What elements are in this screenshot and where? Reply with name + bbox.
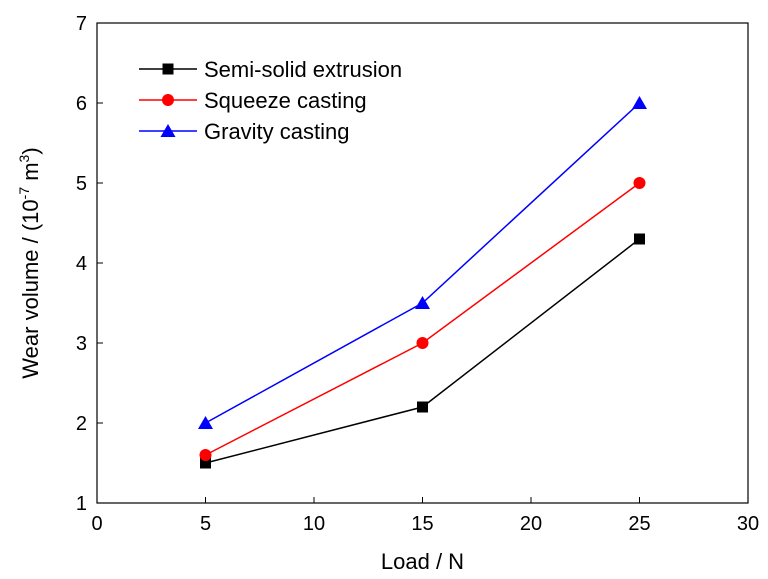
y-axis-label: Wear volume / (10-7 m3) <box>16 147 43 378</box>
y-axis-label-unit-exponent: 3 <box>16 154 32 162</box>
x-tick-label: 0 <box>91 513 102 535</box>
y-axis-label-unit: m <box>18 162 43 186</box>
series-layer <box>198 96 647 469</box>
series-line <box>205 182 640 456</box>
data-point <box>634 233 645 245</box>
legend-label: Squeeze casting <box>204 88 367 113</box>
y-axis-label-prefix: Wear volume / (10 <box>18 199 43 378</box>
data-point <box>198 416 213 429</box>
plot-frame <box>96 22 749 504</box>
series-line <box>205 238 640 464</box>
y-axis-label-suffix: ) <box>18 147 43 154</box>
legend-label: Semi-solid extrusion <box>204 57 402 82</box>
data-point <box>633 177 646 189</box>
y-axis-label-exponent: -7 <box>16 187 32 200</box>
x-tick-label: 10 <box>303 513 325 535</box>
legend-marker <box>160 124 176 137</box>
x-tick-label: 25 <box>628 513 650 535</box>
y-tick-label: 3 <box>76 333 87 355</box>
legend-marker <box>162 94 174 106</box>
x-axis-label: Load / N <box>381 549 464 574</box>
y-tick-label: 2 <box>76 413 87 435</box>
series-line <box>205 102 641 424</box>
data-point <box>415 296 430 309</box>
y-tick-label: 4 <box>76 253 87 275</box>
legend: Semi-solid extrusion Squeeze casting Gravi… <box>139 57 402 144</box>
x-tick-label: 15 <box>411 513 433 535</box>
data-point <box>416 337 429 349</box>
y-tick-label: 6 <box>76 93 87 115</box>
legend-label: Gravity casting <box>204 119 350 144</box>
data-point <box>200 457 211 469</box>
data-point <box>199 449 212 461</box>
y-tick-label: 7 <box>76 13 87 35</box>
y-axis: 1 2 3 4 5 6 7 <box>76 13 103 515</box>
x-tick-label: 20 <box>520 513 542 535</box>
legend-marker <box>162 63 174 75</box>
y-tick-label: 1 <box>76 493 87 515</box>
data-point <box>632 96 647 109</box>
data-point <box>417 401 428 413</box>
x-tick-label: 30 <box>737 513 759 535</box>
y-tick-label: 5 <box>76 173 87 195</box>
x-tick-label: 5 <box>200 513 211 535</box>
x-axis: 0 5 10 15 20 25 30 <box>91 497 759 535</box>
